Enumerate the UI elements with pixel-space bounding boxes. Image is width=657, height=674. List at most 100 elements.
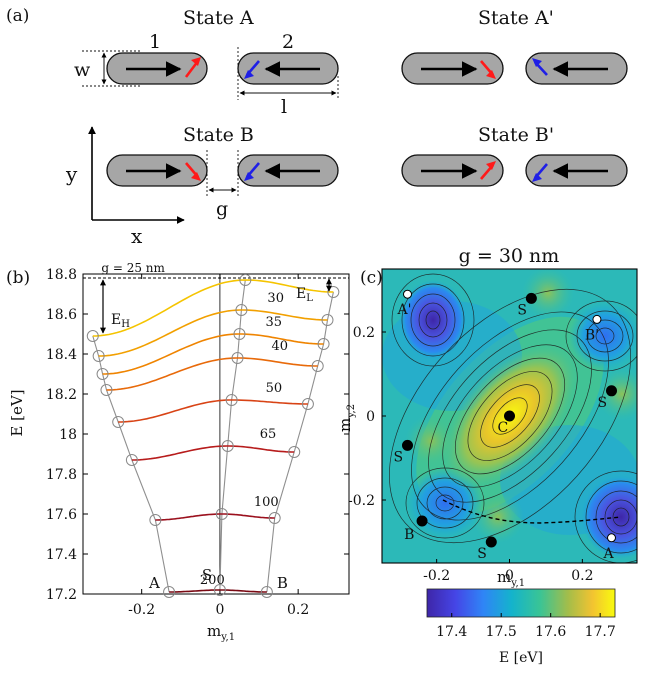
series-label: g = 25 nm (101, 261, 165, 275)
energy-axis-label: E [eV] (8, 389, 26, 436)
x-tick-label: 0.2 (571, 568, 593, 584)
state-a-marker (86, 330, 99, 342)
state-a-marker (149, 514, 162, 526)
state-a-marker (125, 454, 138, 466)
state-a-title: State A (183, 7, 254, 29)
state-marker-S (485, 536, 497, 548)
panel-a: (a) State A State A' State B State B' 1 … (6, 6, 628, 248)
el-label: EL (296, 286, 313, 304)
panel-c-x-label: my,1 (497, 568, 525, 589)
state-b-marker (327, 286, 340, 298)
colorbar-tick-label: 17.5 (486, 624, 517, 640)
magnet-2-label: 2 (282, 31, 294, 53)
y-tick-label: 18.2 (46, 387, 77, 403)
state-marker-label: S (517, 302, 527, 318)
state-marker-B (416, 515, 428, 527)
panel-c-y-label: my,2 (336, 404, 357, 432)
state-marker-label: A' (397, 302, 412, 318)
state-b-marker (321, 314, 334, 326)
panel-c-title: g = 30 nm (459, 245, 560, 267)
state-marker-A-prime (403, 289, 412, 299)
colorbar (426, 588, 616, 618)
state-a-prime-title: State A' (478, 7, 554, 29)
panel-b: (b) E [eV] 17.2 17.4 17.6 17.8 18 18.2 18.4 18.… (6, 261, 350, 643)
state-markers: A A' B B' C S S S S (394, 289, 617, 562)
state-s-marker (225, 394, 238, 406)
energy-curve-65 (131, 445, 295, 461)
state-marker-label: A (603, 546, 615, 562)
energy-landscape-map (382, 269, 637, 563)
x-tick-label: 0 (215, 602, 224, 618)
colorbar-tick-label: 17.6 (535, 624, 566, 640)
gap-label: g (216, 198, 228, 220)
colorbar-tick-label: 17.7 (585, 624, 616, 640)
point-b-label: B (277, 574, 288, 592)
state-marker-label: S (477, 546, 487, 562)
series-label: 30 (267, 291, 284, 306)
state-marker-S (525, 292, 537, 304)
series-label: 35 (265, 315, 282, 330)
state-b-marker (260, 586, 273, 598)
colorbar-ticks: 17.4 17.5 17.6 17.7 (436, 613, 616, 640)
x-tick-label: 0.2 (287, 602, 309, 618)
state-a-marker (163, 586, 176, 598)
axis-y-label: y (65, 162, 78, 186)
eh-label: EH (111, 312, 130, 330)
state-b-trajectory-line (266, 291, 334, 593)
energy-curve-100 (155, 513, 275, 521)
state-b-marker (268, 512, 281, 524)
state-s-marker (215, 508, 228, 520)
y-tick-label: 0.2 (353, 325, 375, 341)
state-b-marker (288, 446, 301, 458)
state-marker-A (607, 533, 616, 543)
energy-curve-40 (106, 357, 318, 391)
state-a-marker (112, 416, 125, 428)
axis-x-label: x (131, 224, 143, 248)
y-tick-label: 18.6 (46, 307, 77, 323)
point-s-label: S (202, 566, 212, 584)
energy-curve-35 (102, 333, 324, 375)
state-marker-label: B (404, 527, 414, 543)
state-marker-label: B' (585, 327, 599, 343)
magnet-1-label: 1 (149, 31, 161, 53)
state-marker-B-prime (592, 314, 602, 324)
state-b-marker (301, 398, 314, 410)
state-a-trajectory-line (92, 335, 170, 593)
series-label: 100 (254, 495, 279, 510)
state-s-marker (231, 352, 244, 364)
state-a-marker (92, 350, 105, 362)
x-tick-label: 0 (505, 568, 514, 584)
x-tick-label: -0.2 (128, 602, 155, 618)
energy-curve-200 (169, 589, 267, 593)
y-tick-label: 18.4 (46, 347, 77, 363)
contour-lines (389, 273, 637, 563)
state-b-marker (317, 338, 330, 350)
energy-plot: 17.2 17.4 17.6 17.8 18 18.2 18.4 18.6 18.8 -0.2 0 0… (46, 261, 350, 618)
x-tick-label: -0.2 (423, 568, 450, 584)
series-label: 50 (266, 381, 283, 396)
energy-curve-50 (118, 399, 308, 423)
minimum-energy-path (442, 499, 622, 524)
state-s-marker (239, 274, 252, 286)
series-label: 40 (272, 339, 289, 354)
y-tick-label: -0.2 (348, 493, 375, 509)
panel-c-axes: -0.2 0 0.2 -0.2 0 0.2 (348, 325, 593, 584)
series-label: 65 (260, 427, 277, 442)
state-a-marker (96, 368, 109, 380)
panel-c-label: (c) (360, 268, 383, 288)
state-marker-label: S (598, 395, 608, 411)
colorbar-label: E [eV] (499, 650, 543, 666)
state-b-marker (311, 360, 324, 372)
point-a-label: A (148, 574, 160, 592)
state-a-marker (100, 384, 113, 396)
energy-curve-g-25-nm (92, 279, 334, 337)
y-tick-label: 17.2 (46, 587, 77, 603)
state-marker-label: C (498, 420, 509, 436)
state-s-trajectory-line (219, 279, 246, 591)
y-tick-label: 0 (366, 409, 375, 425)
y-tick-label: 17.4 (46, 547, 77, 563)
colorbar-tick-label: 17.4 (436, 624, 467, 640)
state-marker-label: S (394, 449, 404, 465)
x-axis-label-m: my,1 (207, 622, 235, 643)
